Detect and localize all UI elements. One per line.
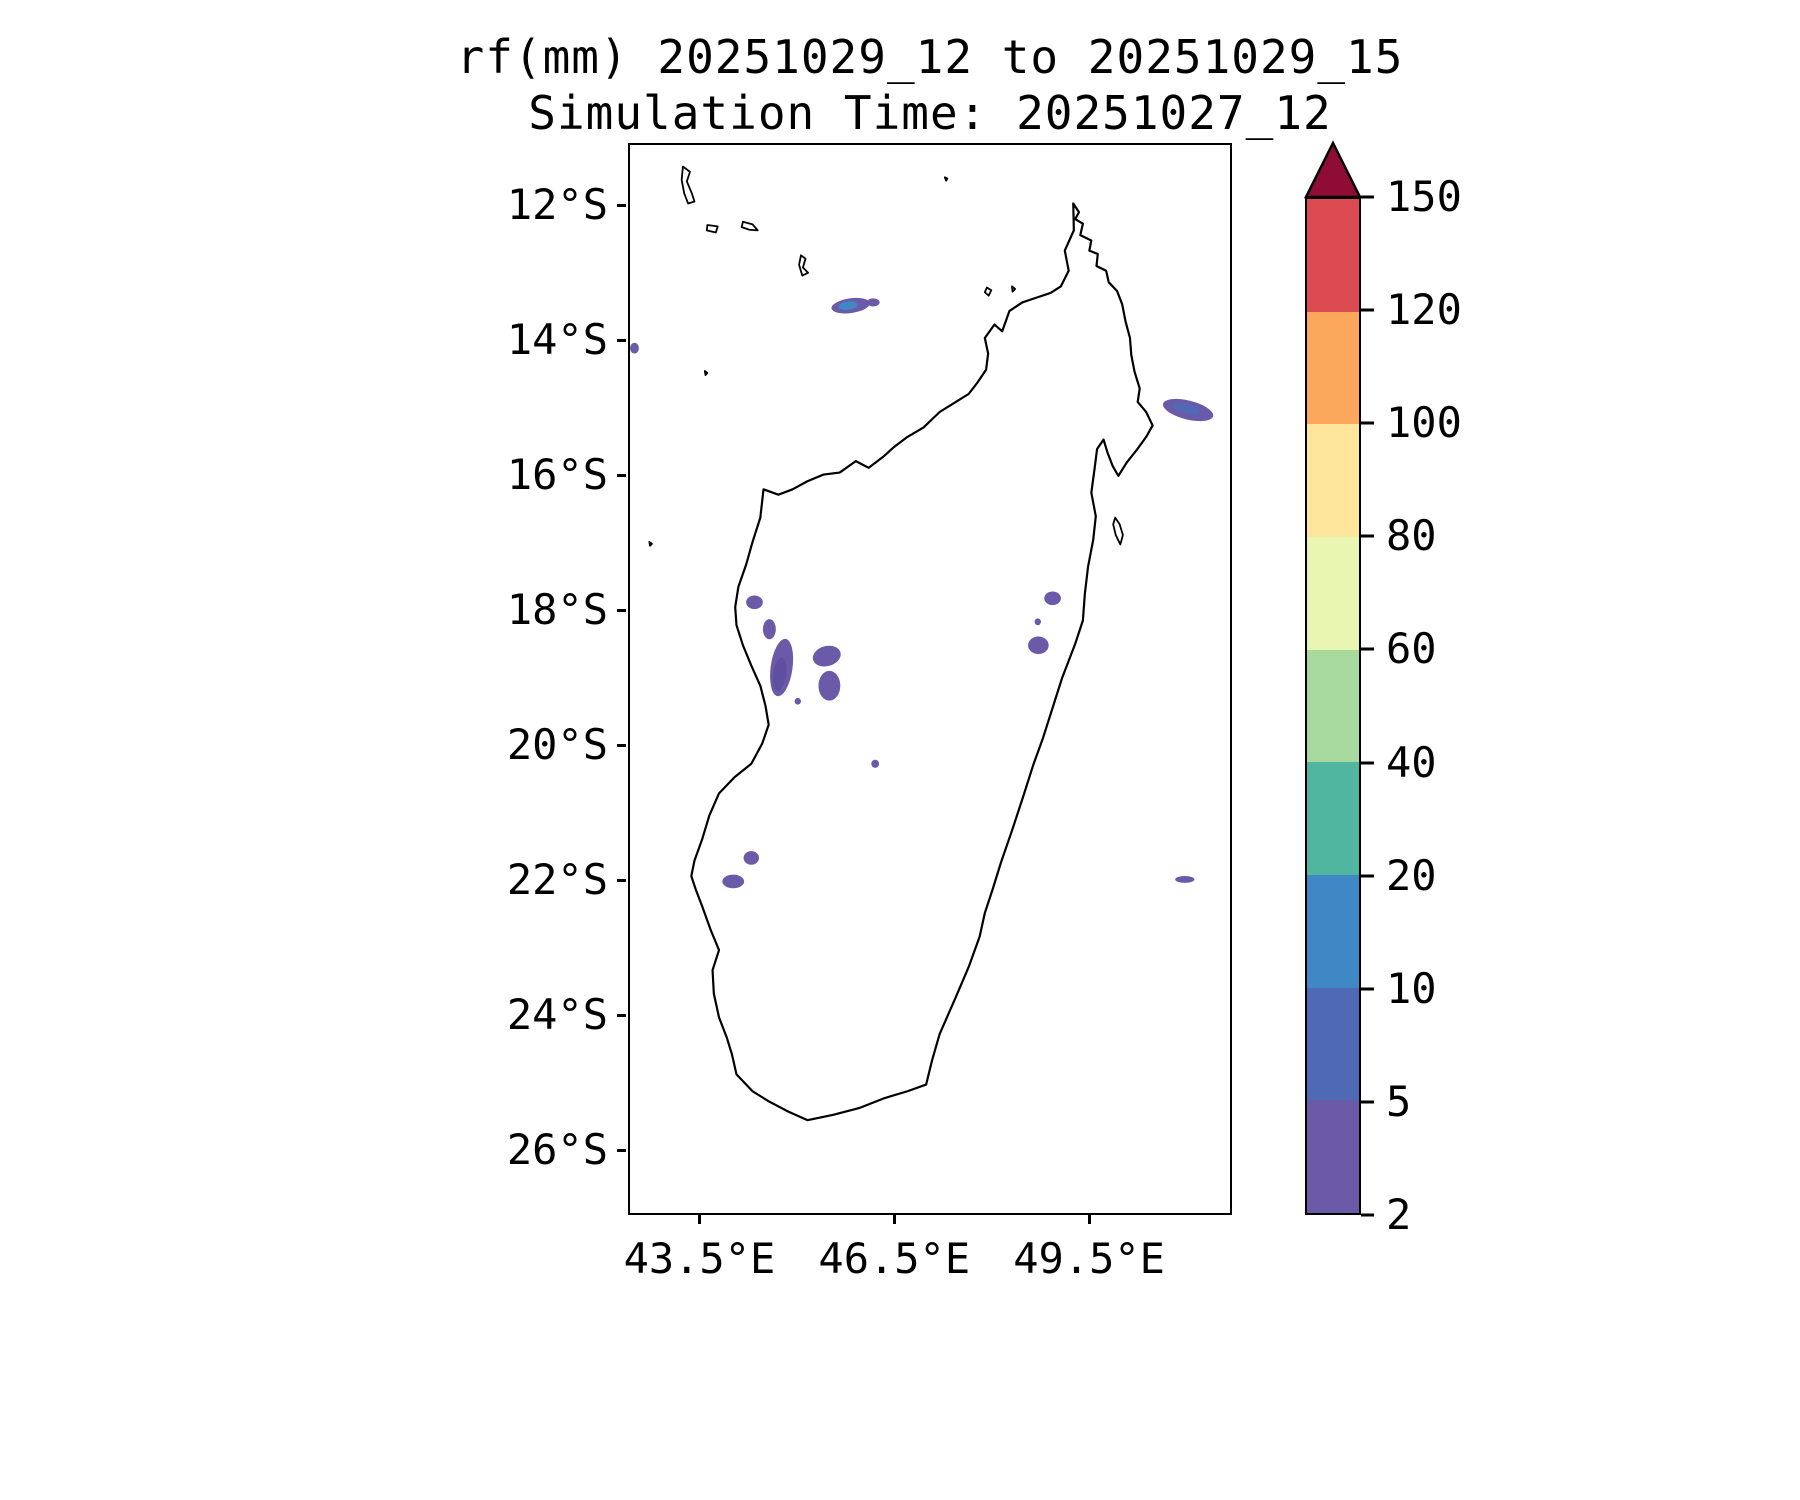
madagascar-coastline <box>690 202 1154 1122</box>
rain-patch <box>838 301 858 310</box>
y-tick-mark <box>617 1013 626 1017</box>
colorbar-segment <box>1307 875 1359 988</box>
chart-subtitle: Simulation Time: 20251027_12 <box>528 86 1332 140</box>
rain-patch <box>866 298 880 307</box>
madagascar-map <box>630 165 1214 1122</box>
rain-patch <box>871 759 880 768</box>
colorbar-tick-mark <box>1361 987 1374 991</box>
island-outline <box>1011 285 1017 293</box>
x-tick-mark <box>697 1215 701 1224</box>
colorbar-tick-mark <box>1361 1213 1374 1217</box>
rain-patch <box>1044 591 1061 606</box>
rain-patch <box>812 645 841 667</box>
y-tick-label: 20°S <box>506 720 608 770</box>
x-tick-label: 46.5°E <box>818 1234 971 1283</box>
colorbar-tick-mark <box>1361 761 1374 765</box>
rain-patch <box>1034 618 1041 626</box>
colorbar-segment <box>1307 1100 1359 1214</box>
colorbar-segment <box>1307 424 1359 538</box>
island-outline <box>703 370 709 376</box>
chart-title: rf(mm) 20251029_12 to 20251029_15 <box>456 30 1404 84</box>
rain-patch <box>1172 402 1200 415</box>
rain-patch <box>630 342 639 354</box>
colorbar-segment <box>1307 987 1359 1101</box>
rain-patch <box>1175 876 1195 883</box>
colorbar-tick-label: 120 <box>1386 285 1462 335</box>
colorbar-segment <box>1307 199 1359 312</box>
island-outline <box>648 540 653 547</box>
colorbar-tick-label: 20 <box>1386 850 1437 900</box>
y-tick-label: 26°S <box>506 1125 608 1175</box>
x-tick-label: 43.5°E <box>623 1234 776 1283</box>
y-tick-label: 22°S <box>506 855 608 905</box>
colorbar-tick-label: 60 <box>1386 624 1437 674</box>
colorbar-tick-label: 80 <box>1386 511 1437 561</box>
island-outline <box>983 286 993 297</box>
island-outline <box>740 220 759 232</box>
x-tick-mark <box>892 1215 896 1224</box>
colorbar-extend-arrow <box>1303 140 1363 199</box>
colorbar-tick-mark <box>1361 421 1374 425</box>
colorbar-segment <box>1307 311 1359 425</box>
y-tick-mark <box>617 203 626 207</box>
y-tick-label: 16°S <box>506 450 608 500</box>
rain-patch <box>743 851 760 865</box>
colorbar-tick-label: 150 <box>1386 172 1462 221</box>
colorbar-tick-mark <box>1361 874 1374 878</box>
colorbar-segment <box>1307 537 1359 650</box>
island-outline <box>798 254 810 277</box>
colorbar-tick-label: 5 <box>1386 1076 1412 1126</box>
y-tick-label: 18°S <box>506 585 608 635</box>
rain-patch <box>762 619 776 640</box>
colorbar-segment <box>1307 649 1359 763</box>
rain-patch <box>1028 636 1049 655</box>
colorbar-tick-label: 10 <box>1386 963 1437 1013</box>
y-tick-mark <box>617 743 626 747</box>
rain-patch <box>746 595 763 610</box>
y-tick-mark <box>617 338 626 342</box>
island-outline <box>705 224 719 234</box>
colorbar-tick-label: 100 <box>1386 398 1462 448</box>
island-outline <box>943 176 949 182</box>
rain-patch <box>722 874 745 889</box>
rain-patch <box>772 657 787 692</box>
y-tick-mark <box>617 473 626 477</box>
rain-patch <box>818 670 841 701</box>
colorbar <box>1305 197 1361 1215</box>
y-tick-mark <box>617 878 626 882</box>
colorbar-tick-label: 40 <box>1386 737 1437 787</box>
colorbar-segment <box>1307 762 1359 876</box>
x-tick-mark <box>1087 1215 1091 1224</box>
x-tick-label: 49.5°E <box>1013 1234 1165 1283</box>
colorbar-tick-label: 2 <box>1386 1190 1412 1239</box>
colorbar-tick-mark <box>1361 534 1374 538</box>
y-tick-mark <box>617 1148 626 1152</box>
y-tick-label: 12°S <box>506 180 608 230</box>
colorbar-tick-mark <box>1361 1100 1374 1104</box>
y-tick-label: 14°S <box>506 315 608 365</box>
colorbar-tick-mark <box>1361 308 1374 312</box>
map-plot-area <box>628 143 1232 1215</box>
island-outline <box>680 165 696 205</box>
island-outline <box>1112 516 1124 546</box>
colorbar-tick-mark <box>1361 647 1374 651</box>
rain-patch <box>794 697 801 705</box>
colorbar-tick-mark <box>1361 195 1374 199</box>
y-tick-mark <box>617 608 626 612</box>
y-tick-label: 24°S <box>506 990 608 1040</box>
